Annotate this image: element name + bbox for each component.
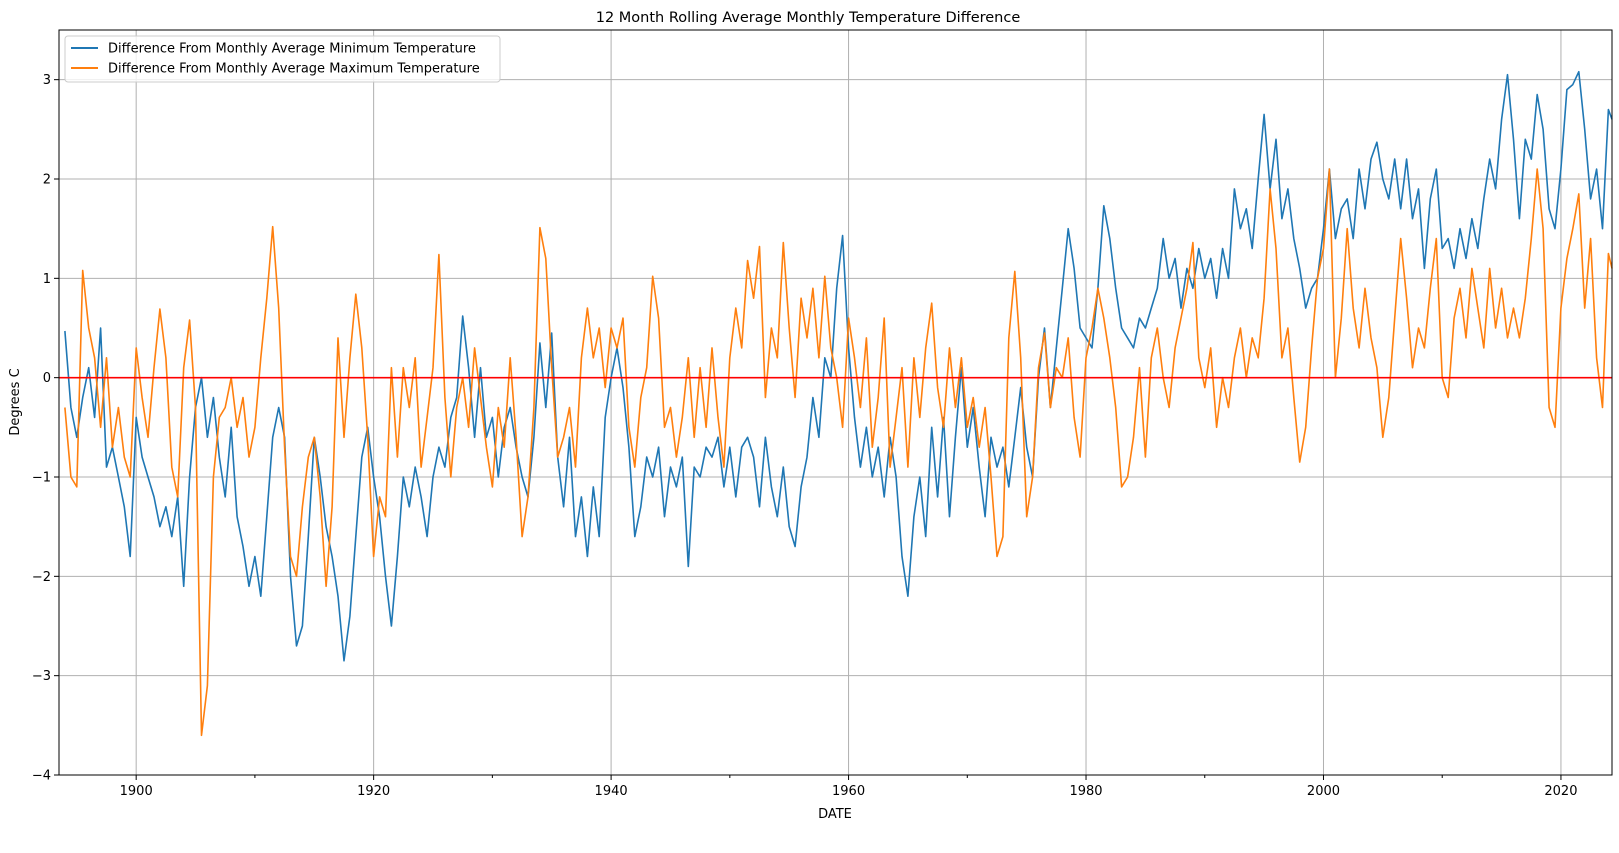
y-axis-label: Degrees C [8, 368, 23, 435]
y-tick-label: −4 [32, 769, 51, 784]
y-tick-label: −2 [32, 570, 51, 585]
legend-box [64, 35, 501, 83]
y-tick-label: 3 [43, 73, 51, 88]
y-axis: −4 −3 −2 −1 0 1 2 3 [32, 73, 59, 784]
x-tick-label: 2000 [1307, 784, 1340, 799]
y-tick-label: 2 [43, 173, 51, 188]
series-line-1 [64, 168, 1613, 737]
plot-frame [58, 29, 1613, 776]
series-layer [64, 70, 1613, 737]
x-axis: 1900 1920 1940 1960 1980 2000 2020 [120, 775, 1577, 799]
x-tick-label: 2020 [1544, 784, 1577, 799]
y-tick-label: 0 [43, 371, 51, 386]
legend-label-min: Difference From Monthly Average Minimum … [108, 42, 476, 57]
y-tick-label: 1 [43, 272, 51, 287]
chart-title: 12 Month Rolling Average Monthly Tempera… [596, 10, 1021, 26]
y-tick-label: −3 [32, 669, 51, 684]
y-tick-label: −1 [32, 471, 51, 486]
legend-label-max: Difference From Monthly Average Maximum … [108, 62, 480, 77]
x-tick-label: 1980 [1069, 784, 1102, 799]
x-tick-label: 1960 [832, 784, 865, 799]
x-tick-label: 1900 [120, 784, 153, 799]
x-axis-label: DATE [818, 807, 852, 822]
x-tick-label: 1920 [357, 784, 390, 799]
series-line-0 [64, 70, 1613, 662]
legend: Difference From Monthly Average Minimum … [64, 35, 501, 83]
x-tick-label: 1940 [595, 784, 628, 799]
